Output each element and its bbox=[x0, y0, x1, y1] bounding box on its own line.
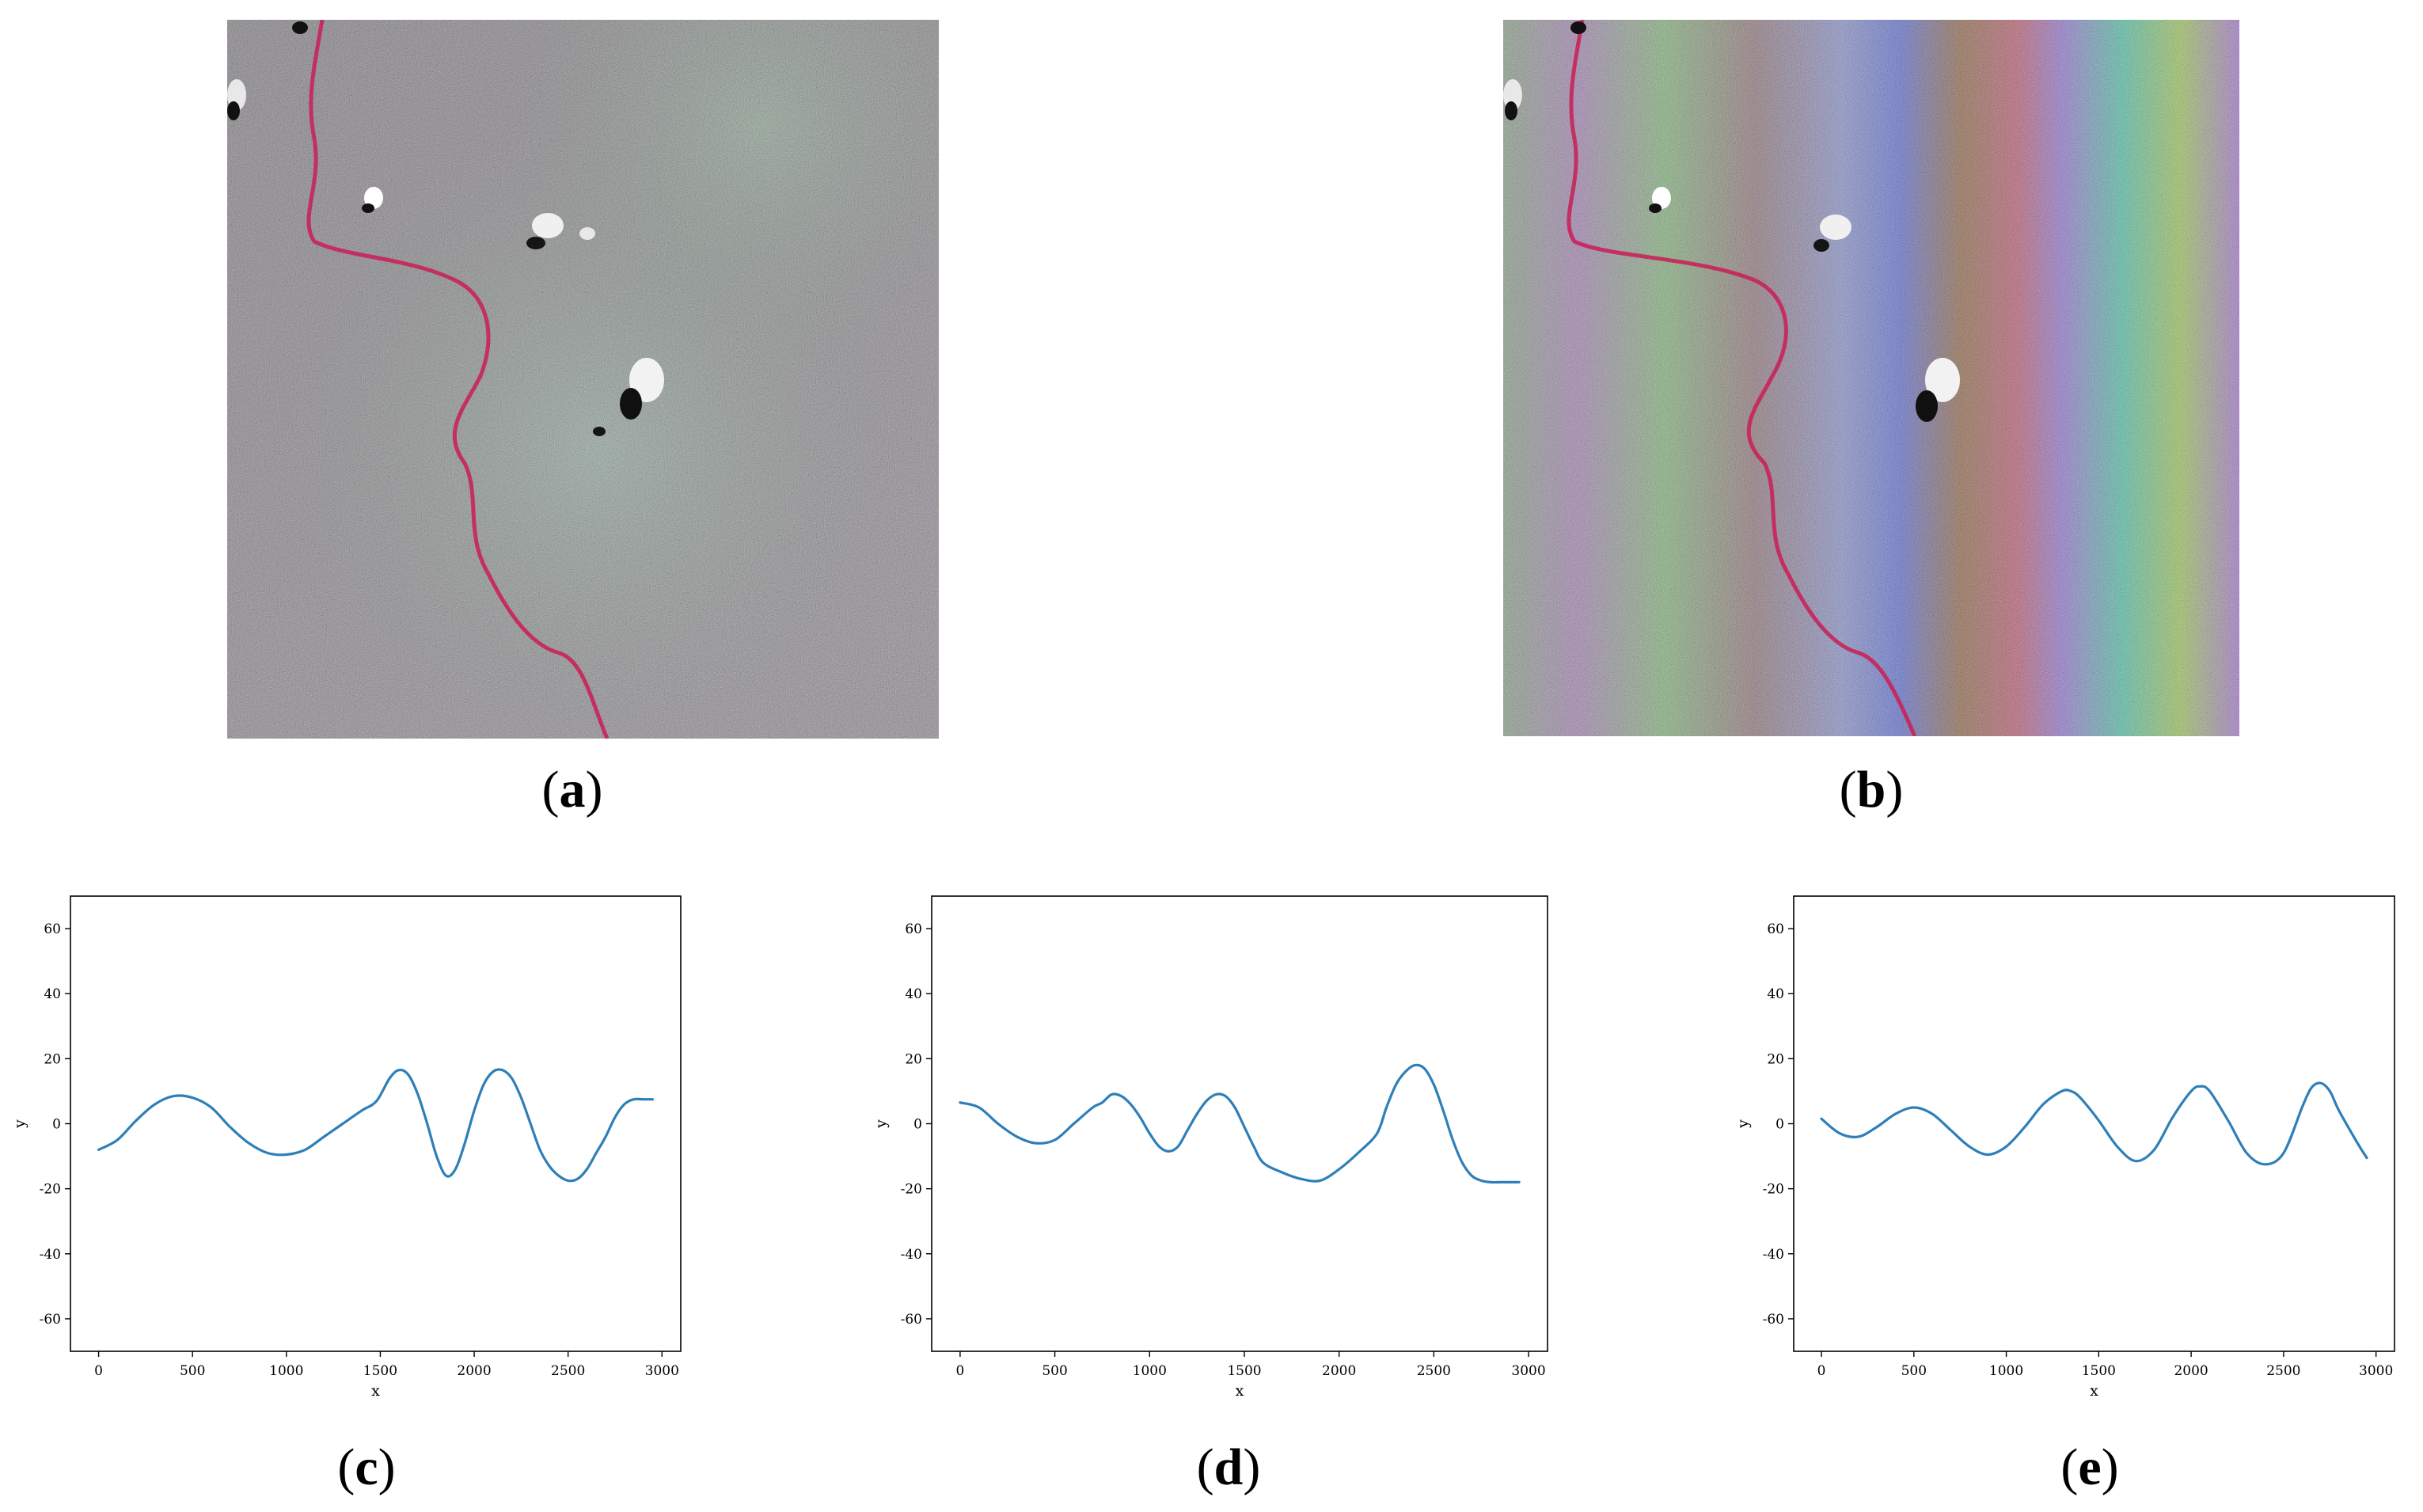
panel-label-e: (e) bbox=[2060, 1438, 2119, 1496]
y-tick-label-c-5: 40 bbox=[44, 986, 61, 1002]
x-tick-label-c-2: 1000 bbox=[269, 1363, 303, 1379]
y-tick-label-d-6: 60 bbox=[905, 921, 922, 937]
satellite-image-a bbox=[227, 20, 939, 739]
panel-label-d: (d) bbox=[1196, 1438, 1261, 1496]
x-tick-label-d-6: 3000 bbox=[1511, 1363, 1545, 1379]
y-axis-label-e: y bbox=[1734, 1119, 1752, 1129]
y-tick-label-d-2: -20 bbox=[901, 1182, 922, 1198]
x-tick-label-d-1: 500 bbox=[1042, 1363, 1067, 1379]
x-tick-label-e-0: 0 bbox=[1817, 1363, 1826, 1379]
x-tick-label-e-6: 3000 bbox=[2359, 1363, 2393, 1379]
panel-label-a: (a) bbox=[541, 761, 603, 819]
y-tick-label-e-1: -40 bbox=[1763, 1247, 1784, 1263]
x-tick-label-e-1: 500 bbox=[1901, 1363, 1927, 1379]
x-tick-label-d-4: 2000 bbox=[1322, 1363, 1356, 1379]
x-tick-label-e-5: 2500 bbox=[2266, 1363, 2300, 1379]
y-tick-label-e-5: 40 bbox=[1767, 986, 1784, 1002]
y-tick-label-e-2: -20 bbox=[1763, 1182, 1784, 1198]
plot-frame-e bbox=[1793, 895, 2395, 1352]
series-line-e-0 bbox=[1820, 1081, 2368, 1166]
y-tick-label-e-4: 20 bbox=[1767, 1051, 1784, 1067]
satellite-image-b bbox=[1503, 20, 2239, 736]
x-tick-label-d-2: 1000 bbox=[1133, 1363, 1167, 1379]
x-tick-label-d-3: 1500 bbox=[1227, 1363, 1261, 1379]
x-tick-label-c-5: 2500 bbox=[551, 1363, 585, 1379]
y-tick-label-c-2: -20 bbox=[40, 1182, 61, 1198]
panel-label-b: (b) bbox=[1839, 761, 1904, 819]
x-axis-label-e: x bbox=[2090, 1382, 2098, 1400]
x-tick-label-c-1: 500 bbox=[180, 1363, 205, 1379]
x-tick-label-c-4: 2000 bbox=[457, 1363, 491, 1379]
x-tick-label-d-0: 0 bbox=[955, 1363, 964, 1379]
y-tick-label-d-0: -60 bbox=[901, 1312, 922, 1328]
y-tick-label-e-0: -60 bbox=[1763, 1312, 1784, 1328]
chart-e-group: 0 500 1000 1500 2000 2500 3000 -60 -40 -20 0 20 40 60… bbox=[1734, 895, 2395, 1400]
y-tick-label-c-0: -60 bbox=[40, 1312, 61, 1328]
plot-frame-c bbox=[70, 895, 682, 1352]
x-tick-label-d-5: 2500 bbox=[1417, 1363, 1451, 1379]
x-axis-label-c: x bbox=[371, 1382, 380, 1400]
y-tick-label-e-3: 0 bbox=[1775, 1117, 1784, 1133]
chart-d-group: 0 500 1000 1500 2000 2500 3000 -60 -40 -20 0 20 40 60… bbox=[872, 895, 1548, 1400]
y-axis-label-d: y bbox=[872, 1119, 890, 1129]
x-tick-label-c-6: 3000 bbox=[645, 1363, 679, 1379]
x-tick-label-e-3: 1500 bbox=[2082, 1363, 2116, 1379]
y-axis-label-c: y bbox=[11, 1119, 28, 1129]
x-tick-label-e-4: 2000 bbox=[2174, 1363, 2208, 1379]
y-tick-label-d-4: 20 bbox=[905, 1051, 922, 1067]
y-tick-label-c-4: 20 bbox=[44, 1051, 61, 1067]
series-line-c-0 bbox=[97, 1068, 654, 1183]
x-tick-label-e-2: 1000 bbox=[1989, 1363, 2023, 1379]
y-tick-label-c-1: -40 bbox=[40, 1247, 61, 1263]
x-tick-label-c-0: 0 bbox=[94, 1363, 103, 1379]
chart-c-group: 0 500 1000 1500 2000 2500 3000 -60 -40 -20 0 20 40 60… bbox=[11, 895, 682, 1400]
y-tick-label-e-6: 60 bbox=[1767, 921, 1784, 937]
panel-label-c: (c) bbox=[337, 1438, 396, 1496]
y-tick-label-c-6: 60 bbox=[44, 921, 61, 937]
x-axis-label-d: x bbox=[1236, 1382, 1244, 1400]
y-tick-label-c-3: 0 bbox=[52, 1117, 61, 1133]
y-tick-label-d-1: -40 bbox=[901, 1247, 922, 1263]
y-tick-label-d-3: 0 bbox=[913, 1117, 922, 1133]
y-tick-label-d-5: 40 bbox=[905, 986, 922, 1002]
plot-frame-d bbox=[931, 895, 1548, 1352]
series-line-d-0 bbox=[959, 1063, 1521, 1184]
x-tick-label-c-3: 1500 bbox=[363, 1363, 397, 1379]
